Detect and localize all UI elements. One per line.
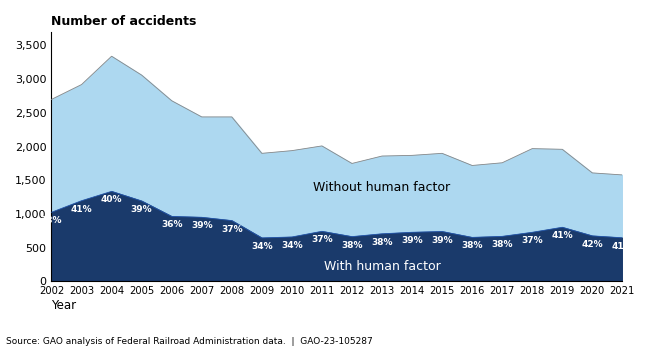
Text: 38%: 38% (341, 241, 363, 250)
Text: Number of accidents: Number of accidents (51, 15, 197, 28)
Text: 39%: 39% (401, 236, 423, 245)
Text: 36%: 36% (161, 221, 183, 229)
Text: 39%: 39% (431, 236, 453, 245)
Text: 41%: 41% (71, 205, 92, 214)
X-axis label: Year: Year (51, 299, 77, 312)
Text: 38%: 38% (462, 242, 483, 251)
Text: With human factor: With human factor (324, 260, 440, 273)
Text: 37%: 37% (521, 236, 543, 245)
Text: 34%: 34% (281, 241, 303, 250)
Text: 34%: 34% (251, 242, 272, 251)
Text: 40%: 40% (101, 196, 122, 204)
Text: 38%: 38% (371, 238, 393, 247)
Text: 37%: 37% (221, 225, 242, 234)
Text: 41%: 41% (612, 242, 633, 251)
Text: 38%: 38% (491, 240, 513, 250)
Text: 42%: 42% (582, 240, 603, 249)
Text: 41%: 41% (551, 231, 573, 240)
Text: 37%: 37% (311, 235, 333, 244)
Text: 39%: 39% (191, 221, 213, 230)
Text: Without human factor: Without human factor (313, 181, 450, 193)
Text: 38%: 38% (41, 216, 62, 226)
Text: Source: GAO analysis of Federal Railroad Administration data.  |  GAO-23-105287: Source: GAO analysis of Federal Railroad… (6, 337, 373, 346)
Text: 39%: 39% (131, 205, 153, 214)
